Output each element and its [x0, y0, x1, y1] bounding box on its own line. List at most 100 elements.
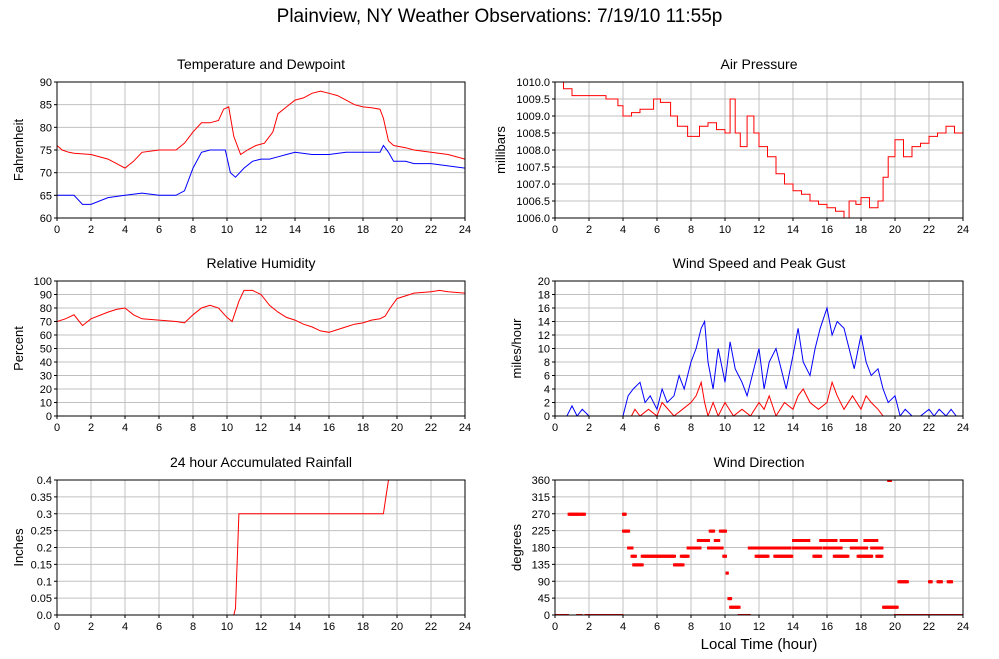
data-point: [640, 563, 644, 567]
data-point: [875, 539, 879, 542]
plot-frame: [554, 479, 964, 616]
x-tick-label: 4: [122, 422, 128, 434]
x-tick-label: 24: [957, 224, 969, 236]
y-tick-label: 1008.0: [516, 145, 550, 157]
y-tick-label: 12: [538, 330, 550, 342]
x-tick-label: 16: [323, 621, 335, 633]
x-tick-label: 6: [156, 422, 162, 434]
y-tick-label: 0.2: [37, 543, 52, 555]
y-tick-label: 1010.0: [516, 77, 550, 89]
x-tick-label: 6: [654, 224, 660, 236]
y-tick-label: 135: [532, 559, 550, 571]
x-tick-label: 6: [654, 422, 660, 434]
x-tick-label: 6: [156, 621, 162, 633]
x-tick-label: 20: [889, 422, 901, 434]
x-tick-label: 20: [889, 224, 901, 236]
data-point: [939, 580, 943, 584]
y-tick-label: 30: [40, 371, 52, 383]
x-tick-label: 24: [459, 422, 471, 434]
data-point: [623, 512, 627, 516]
x-tick-label: 14: [787, 422, 799, 434]
x-tick-label: 22: [425, 224, 437, 236]
data-point: [577, 512, 581, 516]
x-tick-label: 20: [889, 621, 901, 633]
x-tick-label: 16: [821, 224, 833, 236]
data-point: [724, 529, 727, 533]
series-line: [555, 82, 963, 218]
y-tick-label: 8: [544, 357, 550, 369]
x-tick-label: 6: [654, 621, 660, 633]
y-tick-label: 70: [40, 168, 52, 180]
x-tick-label: 10: [221, 422, 233, 434]
x-tick-label: 4: [620, 422, 626, 434]
x-tick-label: 22: [923, 422, 935, 434]
data-point: [724, 554, 727, 558]
series-line: [57, 289, 465, 333]
y-tick-label: 0: [544, 411, 550, 423]
x-tick-label: 4: [620, 224, 626, 236]
plot-frame: [56, 479, 466, 616]
series-line: [555, 380, 963, 416]
x-tick-label: 18: [357, 621, 369, 633]
x-tick-label: 16: [323, 422, 335, 434]
x-tick-label: 0: [54, 621, 60, 633]
chart-title: Relative Humidity: [207, 255, 316, 271]
y-tick-label: 60: [40, 213, 52, 225]
data-point: [627, 529, 631, 533]
y-tick-label: 1009.0: [516, 111, 550, 123]
series-line: [57, 90, 465, 169]
data-point: [766, 554, 770, 558]
series-line: [57, 480, 465, 615]
x-tick-label: 2: [586, 422, 592, 434]
y-tick-label: 270: [532, 509, 550, 521]
y-tick-label: 1007.0: [516, 179, 550, 191]
y-tick-label: 10: [40, 398, 52, 410]
y-tick-label: 180: [532, 543, 550, 555]
y-tick-label: 0.4: [37, 475, 52, 487]
y-tick-label: 225: [532, 526, 550, 538]
y-tick-label: 0: [544, 610, 550, 622]
plot-area: [57, 480, 465, 615]
x-tick-label: 8: [688, 621, 694, 633]
x-tick-label: 2: [586, 224, 592, 236]
x-tick-label: 18: [855, 224, 867, 236]
x-tick-label: 0: [552, 621, 558, 633]
data-point: [720, 546, 724, 550]
y-tick-label: 315: [532, 492, 550, 504]
y-tick-label: 85: [40, 100, 52, 112]
x-tick-label: 8: [190, 224, 196, 236]
data-point: [880, 546, 884, 550]
data-point: [870, 554, 874, 558]
data-point: [834, 539, 838, 542]
y-tick-label: 90: [538, 576, 550, 588]
x-tick-label: 14: [787, 224, 799, 236]
x-tick-label: 16: [821, 422, 833, 434]
x-axis-label: Local Time (hour): [701, 636, 818, 653]
y-tick-label: 80: [40, 303, 52, 315]
x-tick-label: 12: [753, 224, 765, 236]
y-tick-label: 0.3: [37, 509, 52, 521]
x-tick-label: 14: [289, 422, 301, 434]
x-tick-label: 4: [620, 621, 626, 633]
data-point: [681, 563, 685, 567]
plot-area: [555, 82, 963, 218]
y-tick-label: 45: [538, 593, 550, 605]
y-tick-label: 16: [538, 303, 550, 315]
x-tick-label: 8: [190, 621, 196, 633]
y-tick-label: 60: [40, 330, 52, 342]
data-point: [712, 529, 716, 533]
x-tick-label: 22: [923, 224, 935, 236]
data-point: [865, 546, 869, 550]
x-tick-label: 14: [289, 224, 301, 236]
y-axis-label: degrees: [509, 524, 524, 571]
data-point: [854, 539, 858, 542]
chart-title: 24 hour Accumulated Rainfall: [170, 454, 352, 470]
data-point: [880, 554, 884, 558]
data-point: [905, 580, 909, 584]
x-tick-label: 24: [459, 224, 471, 236]
data-point: [929, 580, 933, 584]
y-tick-label: 1006.0: [516, 213, 550, 225]
y-tick-label: 360: [532, 475, 550, 487]
